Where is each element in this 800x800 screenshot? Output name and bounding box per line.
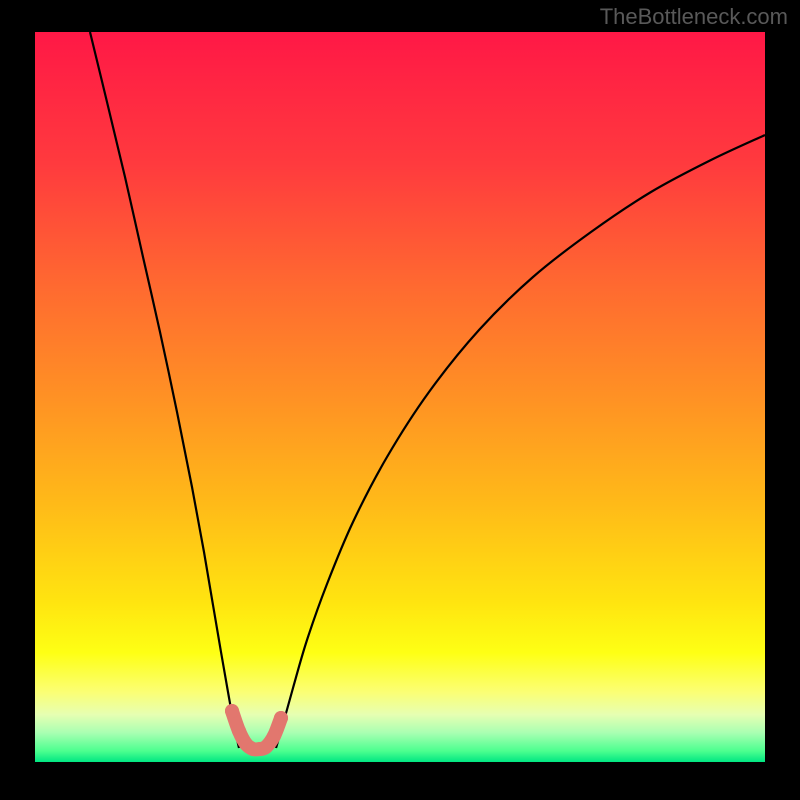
valley-marker — [274, 711, 288, 725]
valley-marker — [225, 704, 239, 718]
chart-container: TheBottleneck.com — [0, 0, 800, 800]
valley-marker — [232, 724, 246, 738]
bottleneck-chart — [0, 0, 800, 800]
valley-marker — [267, 729, 281, 743]
plot-background — [35, 32, 765, 762]
watermark-text: TheBottleneck.com — [600, 4, 788, 30]
